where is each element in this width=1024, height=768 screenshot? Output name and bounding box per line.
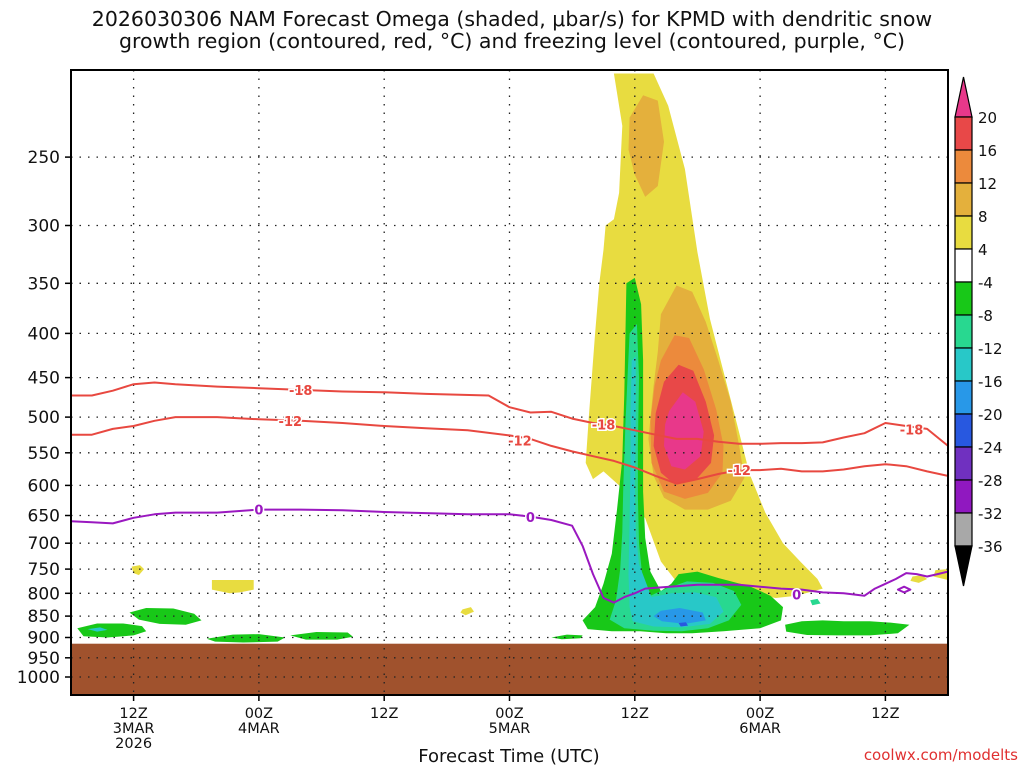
omega-region-neg4 xyxy=(290,632,353,640)
colorbar-swatch xyxy=(954,314,973,349)
colorbar-label: -24 xyxy=(978,439,1003,457)
omega-region-pos20 xyxy=(664,392,704,470)
x-tick-label: 00Z xyxy=(746,706,774,722)
colorbar-bottom-arrow xyxy=(954,545,973,587)
colorbar-label: 20 xyxy=(978,109,997,127)
y-tick-label: 950 xyxy=(28,649,60,669)
omega-region-pos4 xyxy=(791,563,804,569)
colorbar-swatch xyxy=(954,446,973,481)
y-tick-label: 550 xyxy=(28,444,60,464)
contour-label-dgz_minus18: -18 xyxy=(289,384,313,399)
y-tick-label: 500 xyxy=(28,408,60,428)
colorbar-swatch xyxy=(954,215,973,250)
colorbar-swatch xyxy=(954,149,973,184)
omega-region-neg20 xyxy=(678,622,688,627)
colorbar-label: -12 xyxy=(978,340,1003,358)
x-tick-label: 12Z xyxy=(621,706,649,722)
x-tick-label: 12Z xyxy=(370,706,398,722)
omega-region-neg4 xyxy=(551,634,583,640)
y-tick-label: 250 xyxy=(28,148,60,168)
y-tick-label: 850 xyxy=(28,607,60,627)
colorbar-swatch xyxy=(954,182,973,217)
y-tick-label: 600 xyxy=(28,476,60,496)
omega-region-pos4 xyxy=(910,575,928,583)
chart-title: 2026030306 NAM Forecast Omega (shaded, μ… xyxy=(91,7,933,53)
omega-region-pos4 xyxy=(460,607,474,616)
contour-label-dgz_minus18: -18 xyxy=(592,419,616,434)
omega-region-neg12 xyxy=(628,356,724,628)
omega-region-pos4 xyxy=(131,565,145,576)
y-tick-label: 750 xyxy=(28,560,60,580)
contour-label-freezing_level: 0 xyxy=(792,589,801,604)
contour-label-dgz_minus18: -18 xyxy=(900,424,924,439)
colorbar-swatch xyxy=(954,116,973,151)
colorbar-top-arrow xyxy=(954,76,973,118)
contour-label-dgz_minus12: -12 xyxy=(279,415,303,430)
y-tick-label: 350 xyxy=(28,274,60,294)
y-tick-label: 300 xyxy=(28,217,60,237)
x-tick-label: 4MAR xyxy=(238,721,280,737)
contour-label-dgz_minus12: -12 xyxy=(508,434,532,449)
x-tick-label: 3MAR xyxy=(113,721,155,737)
colorbar-label: -32 xyxy=(978,505,1003,523)
omega-region-pos4 xyxy=(211,580,254,594)
colorbar-label: -16 xyxy=(978,373,1003,391)
colorbar-swatch xyxy=(954,413,973,448)
y-tick-label: 900 xyxy=(28,629,60,649)
omega-region-neg8 xyxy=(609,323,742,632)
x-tick-label: 00Z xyxy=(245,706,273,722)
omega-region-pos8 xyxy=(628,95,664,197)
omega-region-neg12 xyxy=(87,627,108,632)
credit-text: coolwx.com/modelts xyxy=(863,746,1018,764)
y-tick-label: 800 xyxy=(28,584,60,604)
colorbar-label: -36 xyxy=(978,538,1003,556)
colorbar-label: 16 xyxy=(978,142,997,160)
y-tick-label: 650 xyxy=(28,507,60,527)
x-tick-label: 5MAR xyxy=(489,721,531,737)
omega-region-neg4 xyxy=(206,634,285,643)
colorbar-label: -20 xyxy=(978,406,1003,424)
contour-dgz_minus18 xyxy=(71,381,948,447)
contour-label-freezing_level: 0 xyxy=(254,504,263,519)
x-tick-label: 12Z xyxy=(871,706,899,722)
colorbar-label: 4 xyxy=(978,241,988,259)
colorbar-swatch xyxy=(954,512,973,547)
contour-label-freezing_level: 0 xyxy=(526,511,535,526)
colorbar-label: 12 xyxy=(978,175,997,193)
contour-freezing_level_loop xyxy=(896,585,912,594)
x-axis-title: Forecast Time (UTC) xyxy=(418,746,600,767)
x-tick-label: 6MAR xyxy=(739,721,781,737)
omega-region-neg4 xyxy=(77,623,147,638)
colorbar-swatch xyxy=(954,248,973,283)
omega-region-neg4 xyxy=(785,620,910,636)
contour-dgz_minus12 xyxy=(71,416,948,485)
colorbar-swatch xyxy=(954,479,973,514)
x-tick-label: 00Z xyxy=(495,706,523,722)
y-tick-label: 450 xyxy=(28,369,60,389)
x-tick-label: 12Z xyxy=(119,706,147,722)
colorbar-label: -28 xyxy=(978,472,1003,490)
omega-region-neg8 xyxy=(810,598,821,606)
colorbar-label: -8 xyxy=(978,307,993,325)
ground-fill xyxy=(71,643,948,695)
y-tick-label: 400 xyxy=(28,324,60,344)
x-tick-label: 2026 xyxy=(115,736,152,752)
y-tick-label: 700 xyxy=(28,534,60,554)
colorbar-swatch xyxy=(954,347,973,382)
colorbar-swatch xyxy=(954,380,973,415)
colorbar-label: -4 xyxy=(978,274,993,292)
y-tick-label: 1000 xyxy=(17,668,60,688)
contour-label-dgz_minus12: -12 xyxy=(727,464,751,479)
colorbar-label: 8 xyxy=(978,208,988,226)
contour-freezing_level xyxy=(71,508,948,604)
omega-region-neg16 xyxy=(653,608,706,624)
colorbar-swatch xyxy=(954,281,973,316)
